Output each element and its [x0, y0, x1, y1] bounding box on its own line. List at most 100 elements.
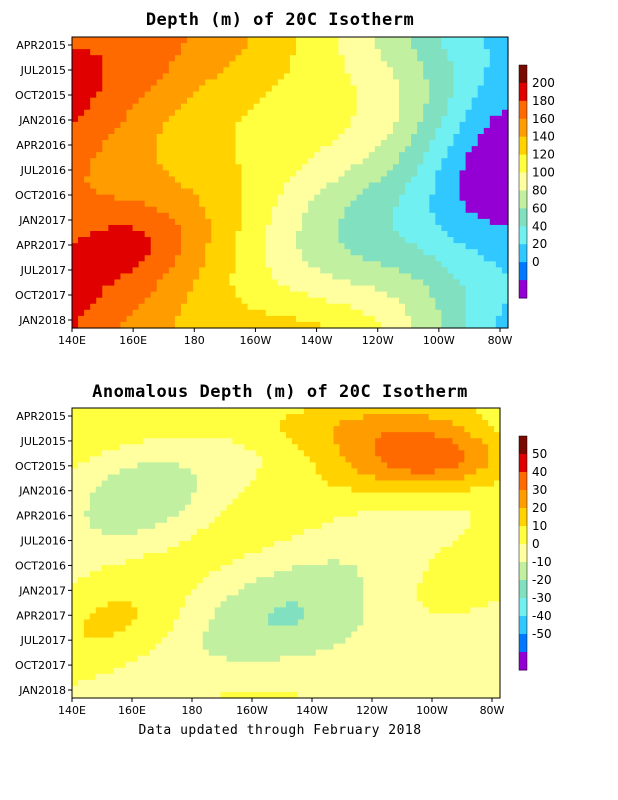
heatmap-cell	[374, 61, 382, 68]
heatmap-cell	[78, 188, 85, 196]
heatmap-cell	[399, 321, 406, 329]
heatmap-cell	[411, 182, 418, 190]
heatmap-cell	[95, 528, 103, 536]
heatmap-cell	[205, 49, 212, 56]
heatmap-cell	[417, 182, 424, 190]
heatmap-cell	[380, 279, 388, 287]
heatmap-cell	[417, 170, 424, 178]
heatmap-cell	[102, 43, 109, 50]
heatmap-cell	[72, 456, 79, 463]
heatmap-cell	[315, 510, 323, 518]
heatmap-cell	[161, 486, 168, 494]
heatmap-cell	[138, 321, 146, 329]
heatmap-cell	[290, 279, 297, 287]
heatmap-cell	[271, 291, 279, 299]
heatmap-cell	[441, 279, 449, 287]
heatmap-cell	[283, 249, 291, 256]
heatmap-cell	[380, 255, 388, 262]
heatmap-cell	[202, 480, 210, 488]
heatmap-cell	[501, 61, 509, 68]
heatmap-cell	[327, 492, 335, 500]
heatmap-cell	[471, 249, 479, 256]
heatmap-cell	[114, 255, 122, 262]
heatmap-cell	[453, 182, 461, 190]
heatmap-cell	[108, 200, 115, 208]
heatmap-cell	[386, 79, 394, 87]
heatmap-cell	[211, 103, 218, 111]
heatmap-cell	[84, 97, 91, 105]
heatmap-cell	[447, 115, 455, 123]
heatmap-cell	[429, 267, 436, 275]
heatmap-cell	[283, 79, 291, 87]
heatmap-cell	[332, 73, 340, 81]
heatmap-cell	[477, 273, 485, 281]
heatmap-cell	[369, 522, 376, 530]
heatmap-cell	[223, 224, 231, 232]
heatmap-cell	[320, 194, 327, 202]
heatmap-cell	[411, 285, 418, 293]
heatmap-cell	[238, 432, 245, 439]
heatmap-cell	[253, 267, 261, 275]
heatmap-cell	[441, 121, 449, 129]
heatmap-cell	[119, 456, 127, 463]
heatmap-cell	[501, 249, 509, 256]
heatmap-cell	[173, 450, 180, 457]
heatmap-cell	[114, 115, 122, 123]
heatmap-cell	[256, 450, 263, 457]
heatmap-cell	[83, 426, 91, 433]
heatmap-cell	[244, 450, 251, 457]
heatmap-cell	[90, 134, 97, 141]
heatmap-cell	[114, 249, 122, 256]
heatmap-cell	[303, 456, 311, 463]
heatmap-cell	[326, 146, 333, 153]
heatmap-cell	[277, 121, 285, 129]
heatmap-cell	[501, 321, 509, 329]
heatmap-cell	[417, 61, 424, 68]
heatmap-cell	[155, 504, 162, 512]
heatmap-cell	[380, 243, 388, 250]
heatmap-cell	[488, 420, 495, 427]
heatmap-cell	[369, 408, 376, 415]
heatmap-cell	[374, 152, 382, 159]
heatmap-cell	[108, 267, 115, 275]
heatmap-cell	[247, 243, 255, 250]
heatmap-cell	[339, 480, 347, 488]
heatmap-cell	[114, 188, 122, 196]
heatmap-cell	[126, 267, 134, 275]
heatmap-cell	[179, 480, 186, 488]
heatmap-cell	[357, 408, 364, 415]
heatmap-cell	[308, 170, 315, 178]
heatmap-cell	[119, 450, 127, 457]
heatmap-cell	[338, 140, 346, 147]
heatmap-cell	[108, 285, 115, 293]
heatmap-cell	[168, 194, 176, 202]
heatmap-cell	[477, 164, 485, 171]
heatmap-cell	[174, 152, 182, 159]
heatmap-cell	[262, 450, 269, 457]
heatmap-cell	[488, 522, 495, 530]
heatmap-cell	[143, 516, 150, 524]
heatmap-cell	[259, 97, 267, 105]
heatmap-cell	[143, 528, 150, 536]
heatmap-cell	[452, 492, 459, 500]
heatmap-cell	[392, 200, 400, 208]
heatmap-cell	[452, 486, 459, 494]
heatmap-cell	[327, 432, 335, 439]
heatmap-cell	[235, 194, 243, 202]
heatmap-cell	[241, 224, 249, 232]
heatmap-cell	[501, 261, 509, 268]
heatmap-cell	[296, 73, 303, 81]
heatmap-cell	[271, 115, 279, 123]
heatmap-cell	[465, 255, 473, 262]
heatmap-cell	[199, 261, 206, 268]
heatmap-cell	[132, 176, 140, 184]
heatmap-cell	[296, 121, 303, 129]
heatmap-cell	[205, 200, 212, 208]
heatmap-cell	[193, 121, 200, 129]
heatmap-cell	[120, 237, 128, 244]
heatmap-cell	[314, 164, 321, 171]
heatmap-cell	[253, 321, 261, 329]
heatmap-cell	[296, 237, 303, 244]
heatmap-cell	[302, 140, 309, 147]
heatmap-cell	[368, 61, 376, 68]
